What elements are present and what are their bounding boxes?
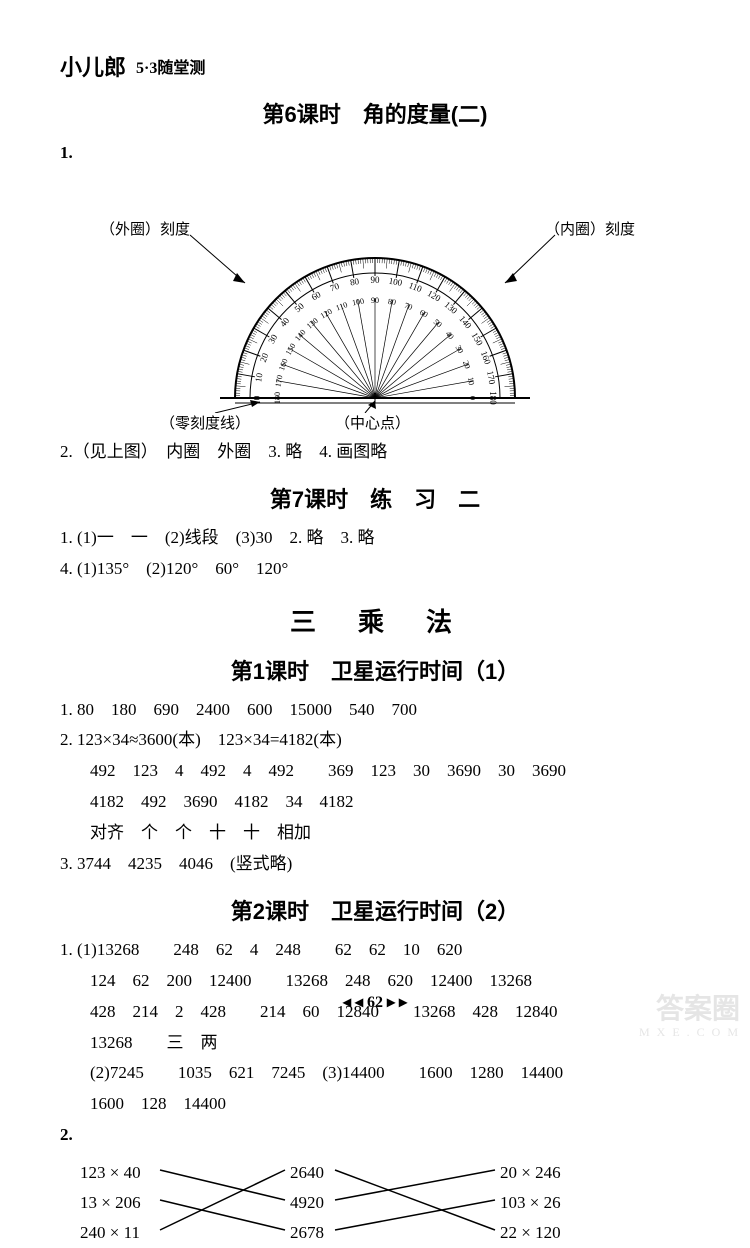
svg-text:170: 170 [485,370,497,386]
l32-q2-label: 2. [60,1121,690,1150]
svg-text:70: 70 [403,301,414,312]
center-point-label: （中心点） [335,412,410,433]
svg-text:20: 20 [258,351,271,363]
svg-text:100: 100 [388,276,404,288]
chapter3-title: 三 乘 法 [60,602,690,639]
svg-text:140: 140 [293,328,308,343]
svg-text:40: 40 [444,329,456,341]
svg-text:80: 80 [349,276,360,287]
lesson7-title: 第7课时 练 习 二 [60,482,690,514]
svg-text:10: 10 [466,376,476,385]
svg-text:60: 60 [310,289,323,302]
svg-text:90: 90 [371,296,379,305]
watermark-text: 答案圈 [656,987,740,1027]
svg-text:170: 170 [274,374,285,387]
l32-q1d: 13268 三 两 [60,1029,690,1058]
svg-text:120: 120 [426,288,443,304]
svg-text:150: 150 [469,331,485,348]
page-footer: ◂ ◂ 62 ▸ ▸ [0,992,750,1012]
l32-q1a: 1. (1)13268 248 62 4 248 62 62 10 620 [60,936,690,965]
lesson3-1-title: 第1课时 卫星运行时间（1） [60,654,690,686]
svg-text:10: 10 [253,372,264,383]
lesson3-2-title: 第2课时 卫星运行时间（2） [60,894,690,926]
l31-q2a: 2. 123×34≈3600(本) 123×34=4182(本) [60,726,690,755]
protractor-figure: （外圈）刻度 （内圈）刻度 01020304050607080901001101… [60,173,690,433]
svg-text:0: 0 [252,395,262,400]
matching-diagram: 123 × 40 13 × 206 240 × 11 2640 4920 267… [60,1158,690,1248]
svg-text:80: 80 [387,297,396,307]
svg-text:130: 130 [442,299,459,316]
svg-text:150: 150 [284,342,298,357]
svg-text:100: 100 [351,296,364,307]
svg-text:180: 180 [273,392,282,404]
l31-q2b: 492 123 4 492 4 492 369 123 30 3690 30 3… [60,757,690,786]
zero-line-label: （零刻度线） [160,412,250,433]
match-lines-svg [60,1158,690,1248]
lesson6-title: 第6课时 角的度量(二) [60,97,690,129]
l32-q1e: (2)7245 1035 621 7245 (3)14400 1600 1280… [60,1059,690,1088]
svg-text:110: 110 [335,300,349,312]
svg-text:90: 90 [371,275,381,285]
lesson7-q1: 1. (1)一 一 (2)线段 (3)30 2. 略 3. 略 [60,524,690,553]
l31-q3: 3. 3744 4235 4046 (竖式略) [60,850,690,879]
svg-text:0: 0 [468,396,477,400]
page-header: 小儿郎 5·3随堂测 [60,50,690,82]
svg-text:50: 50 [432,317,444,329]
svg-text:120: 120 [319,307,334,321]
svg-text:20: 20 [461,359,472,370]
svg-text:140: 140 [457,314,474,331]
svg-text:30: 30 [454,343,466,354]
lesson6-q2: 2.（见上图） 内圈 外圈 3. 略 4. 画图略 [60,438,690,467]
lesson7-q4: 4. (1)135° (2)120° 60° 120° [60,555,690,584]
protractor-svg: 0102030405060708090100110120130140150160… [60,173,690,413]
svg-text:130: 130 [305,316,320,331]
q1-number: 1. [60,139,690,168]
l31-q1: 1. 80 180 690 2400 600 15000 540 700 [60,696,690,725]
svg-text:60: 60 [418,308,429,320]
logo-text: 小儿郎 [60,50,126,82]
l31-q2c: 4182 492 3690 4182 34 4182 [60,788,690,817]
watermark-url: M X E . C O M [639,1025,740,1040]
series-text: 5·3随堂测 [136,54,205,78]
svg-text:70: 70 [329,281,341,294]
svg-text:180: 180 [488,391,498,405]
svg-text:160: 160 [277,357,290,371]
l31-q2d: 对齐 个 个 十 十 相加 [60,819,690,848]
svg-text:30: 30 [266,332,279,345]
l32-q1f: 1600 128 14400 [60,1090,690,1119]
